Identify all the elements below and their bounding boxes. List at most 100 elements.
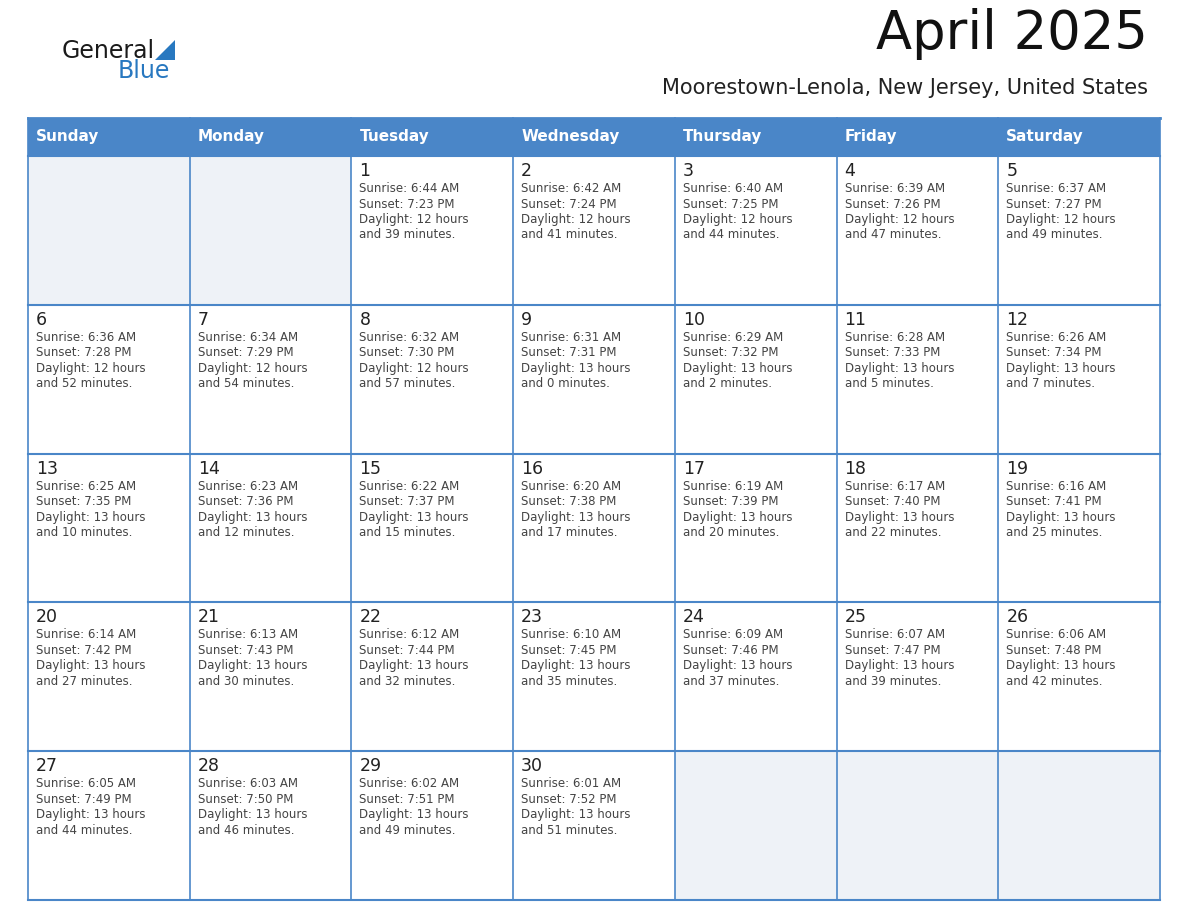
Text: 10: 10 [683,311,704,329]
Text: Daylight: 13 hours: Daylight: 13 hours [845,510,954,523]
Bar [513,602,675,751]
Text: and 46 minutes.: and 46 minutes. [197,823,295,836]
Text: Daylight: 13 hours: Daylight: 13 hours [360,510,469,523]
Text: Sunset: 7:42 PM: Sunset: 7:42 PM [36,644,132,657]
Text: Sunset: 7:46 PM: Sunset: 7:46 PM [683,644,778,657]
Text: 28: 28 [197,757,220,775]
Bar [29,305,190,453]
Text: Sunset: 7:49 PM: Sunset: 7:49 PM [36,793,132,806]
Text: and 30 minutes.: and 30 minutes. [197,675,293,688]
Text: Monday: Monday [197,129,265,144]
Text: Sunrise: 6:22 AM: Sunrise: 6:22 AM [360,479,460,493]
Text: Sunset: 7:37 PM: Sunset: 7:37 PM [360,495,455,508]
Bar [352,602,513,751]
Text: 13: 13 [36,460,58,477]
Text: Daylight: 12 hours: Daylight: 12 hours [522,213,631,226]
Text: 5: 5 [1006,162,1017,180]
Text: and 2 minutes.: and 2 minutes. [683,377,772,390]
Text: 26: 26 [1006,609,1029,626]
Text: Sunset: 7:25 PM: Sunset: 7:25 PM [683,197,778,210]
Text: Sunrise: 6:02 AM: Sunrise: 6:02 AM [360,778,460,790]
Text: Sunrise: 6:05 AM: Sunrise: 6:05 AM [36,778,135,790]
Text: Sunrise: 6:39 AM: Sunrise: 6:39 AM [845,182,944,195]
Text: Daylight: 12 hours: Daylight: 12 hours [36,362,146,375]
Bar [836,602,998,751]
Text: Sunset: 7:23 PM: Sunset: 7:23 PM [360,197,455,210]
Text: Sunrise: 6:32 AM: Sunrise: 6:32 AM [360,330,460,344]
Text: Sunset: 7:31 PM: Sunset: 7:31 PM [522,346,617,359]
Text: Saturday: Saturday [1006,129,1083,144]
Text: and 10 minutes.: and 10 minutes. [36,526,132,539]
Text: 23: 23 [522,609,543,626]
Text: and 44 minutes.: and 44 minutes. [683,229,779,241]
Text: 1: 1 [360,162,371,180]
Bar [836,751,998,900]
Text: Sunrise: 6:13 AM: Sunrise: 6:13 AM [197,629,298,642]
Text: Sunrise: 6:40 AM: Sunrise: 6:40 AM [683,182,783,195]
Bar [836,305,998,453]
Bar [352,118,513,156]
Text: Daylight: 13 hours: Daylight: 13 hours [36,808,145,822]
Text: and 49 minutes.: and 49 minutes. [1006,229,1102,241]
Text: Daylight: 13 hours: Daylight: 13 hours [36,659,145,672]
Text: 18: 18 [845,460,866,477]
Bar [29,118,190,156]
Bar [352,156,513,305]
Bar [352,305,513,453]
Text: Sunset: 7:29 PM: Sunset: 7:29 PM [197,346,293,359]
Text: Daylight: 13 hours: Daylight: 13 hours [522,808,631,822]
Text: Sunset: 7:32 PM: Sunset: 7:32 PM [683,346,778,359]
Text: Daylight: 13 hours: Daylight: 13 hours [197,510,308,523]
Text: Sunset: 7:52 PM: Sunset: 7:52 PM [522,793,617,806]
Text: 29: 29 [360,757,381,775]
Text: Sunset: 7:24 PM: Sunset: 7:24 PM [522,197,617,210]
Text: Sunday: Sunday [36,129,100,144]
Text: and 49 minutes.: and 49 minutes. [360,823,456,836]
Text: Daylight: 12 hours: Daylight: 12 hours [1006,213,1116,226]
Bar [190,453,352,602]
Text: Sunrise: 6:44 AM: Sunrise: 6:44 AM [360,182,460,195]
Text: Sunrise: 6:06 AM: Sunrise: 6:06 AM [1006,629,1106,642]
Bar [513,118,675,156]
Text: 21: 21 [197,609,220,626]
Text: Sunrise: 6:09 AM: Sunrise: 6:09 AM [683,629,783,642]
Text: Daylight: 13 hours: Daylight: 13 hours [36,510,145,523]
Text: Daylight: 13 hours: Daylight: 13 hours [683,510,792,523]
Text: Friday: Friday [845,129,897,144]
Text: and 32 minutes.: and 32 minutes. [360,675,456,688]
Text: Sunrise: 6:34 AM: Sunrise: 6:34 AM [197,330,298,344]
Text: Sunset: 7:38 PM: Sunset: 7:38 PM [522,495,617,508]
Text: Sunrise: 6:42 AM: Sunrise: 6:42 AM [522,182,621,195]
Bar [675,751,836,900]
Text: Moorestown-Lenola, New Jersey, United States: Moorestown-Lenola, New Jersey, United St… [662,78,1148,98]
Text: Sunset: 7:34 PM: Sunset: 7:34 PM [1006,346,1101,359]
Text: Sunrise: 6:26 AM: Sunrise: 6:26 AM [1006,330,1106,344]
Text: 7: 7 [197,311,209,329]
Text: Sunrise: 6:12 AM: Sunrise: 6:12 AM [360,629,460,642]
Text: Sunrise: 6:29 AM: Sunrise: 6:29 AM [683,330,783,344]
Text: 20: 20 [36,609,58,626]
Text: and 39 minutes.: and 39 minutes. [360,229,456,241]
Bar [998,453,1159,602]
Text: 14: 14 [197,460,220,477]
Text: 16: 16 [522,460,543,477]
Text: Sunset: 7:51 PM: Sunset: 7:51 PM [360,793,455,806]
Text: and 0 minutes.: and 0 minutes. [522,377,609,390]
Text: Daylight: 13 hours: Daylight: 13 hours [845,362,954,375]
Text: Daylight: 13 hours: Daylight: 13 hours [845,659,954,672]
Text: 2: 2 [522,162,532,180]
Bar [836,118,998,156]
Text: and 35 minutes.: and 35 minutes. [522,675,618,688]
Text: Sunset: 7:30 PM: Sunset: 7:30 PM [360,346,455,359]
Text: General: General [62,39,156,63]
Bar [675,118,836,156]
Text: and 47 minutes.: and 47 minutes. [845,229,941,241]
Bar [29,751,190,900]
Bar [352,751,513,900]
Text: Sunset: 7:44 PM: Sunset: 7:44 PM [360,644,455,657]
Text: Sunset: 7:27 PM: Sunset: 7:27 PM [1006,197,1102,210]
Text: Sunset: 7:47 PM: Sunset: 7:47 PM [845,644,940,657]
Text: and 22 minutes.: and 22 minutes. [845,526,941,539]
Text: Sunrise: 6:25 AM: Sunrise: 6:25 AM [36,479,137,493]
Text: and 5 minutes.: and 5 minutes. [845,377,934,390]
